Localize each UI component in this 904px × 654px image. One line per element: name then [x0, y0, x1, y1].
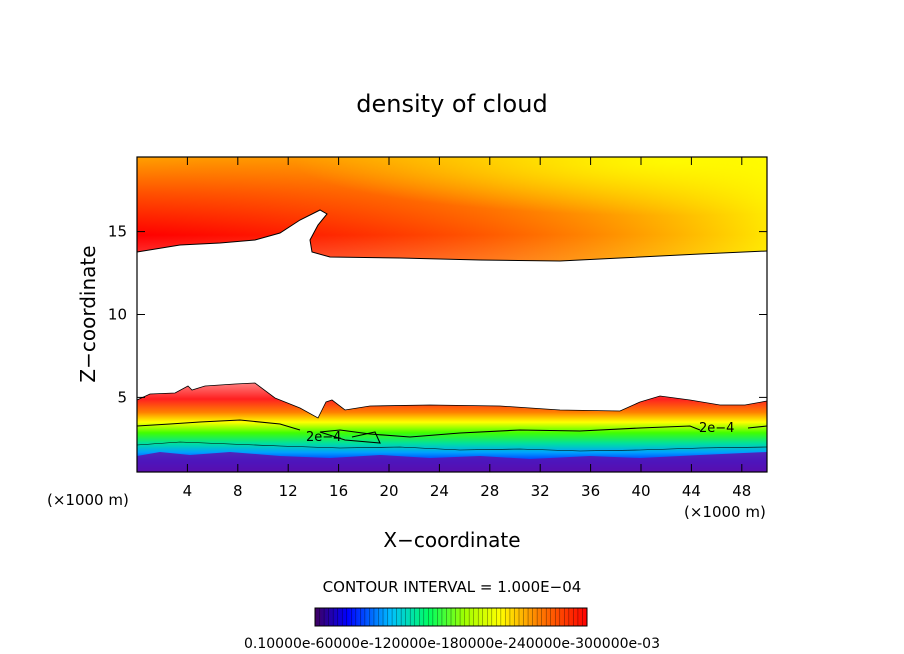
x-tick-label: 24 — [430, 482, 449, 500]
chart-title: density of cloud — [356, 90, 547, 118]
x-unit-left: (×1000 m) — [47, 491, 129, 509]
y-axis-label: Z−coordinate — [76, 245, 100, 382]
x-tick-label: 48 — [732, 482, 751, 500]
x-tick-label: 40 — [631, 482, 650, 500]
x-tick-label: 32 — [531, 482, 550, 500]
x-tick-label: 4 — [183, 482, 193, 500]
x-tick-label: 12 — [279, 482, 298, 500]
y-tick-label: 10 — [108, 306, 127, 324]
lower-cloud-outer-contour — [137, 382, 767, 419]
x-tick-label: 8 — [233, 482, 243, 500]
x-unit-right: (×1000 m) — [684, 503, 766, 521]
plot-area: 2e−4 2e−4 — [137, 157, 767, 472]
contour-interval-label: CONTOUR INTERVAL = 1.000E−04 — [323, 578, 582, 596]
contour-label-1: 2e−4 — [306, 430, 341, 445]
x-axis: 4 8 12 16 20 24 28 32 36 40 44 48 — [183, 157, 751, 500]
contour-2e-4 — [137, 419, 767, 444]
y-tick-label: 5 — [117, 388, 127, 406]
x-tick-label: 16 — [329, 482, 348, 500]
x-axis-label: X−coordinate — [383, 528, 520, 552]
x-tick-label: 20 — [379, 482, 398, 500]
colorbar — [314, 607, 588, 627]
x-tick-label: 44 — [682, 482, 701, 500]
contour-label-2: 2e−4 — [699, 421, 734, 436]
colorbar-labels: 0.10000e-60000e-120000e-180000e-240000e-… — [244, 636, 660, 652]
x-tick-label: 28 — [480, 482, 499, 500]
contour-low — [137, 441, 767, 452]
lower-cloud-field — [137, 383, 767, 472]
y-axis: 5 10 15 — [108, 223, 767, 406]
x-tick-label: 36 — [581, 482, 600, 500]
y-tick-label: 15 — [108, 223, 127, 241]
lower-cloud-base — [137, 452, 767, 472]
upper-cloud-contour — [137, 209, 767, 262]
